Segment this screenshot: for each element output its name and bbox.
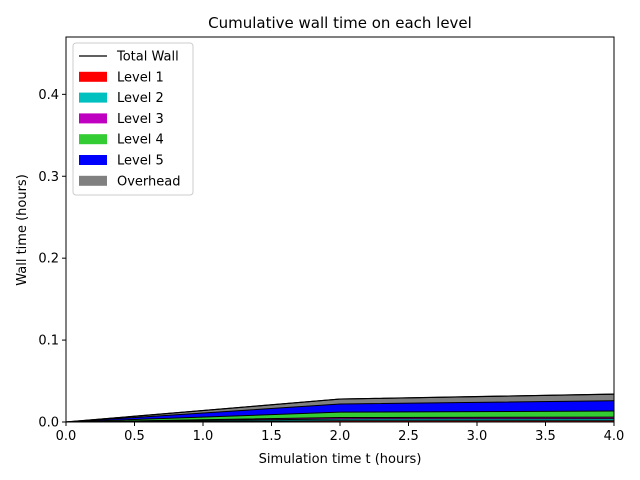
x-tick-label: 2.0 <box>330 429 351 444</box>
legend-swatch-level-3 <box>79 113 107 124</box>
y-axis-label: Wall time (hours) <box>15 174 30 286</box>
legend-label-total-wall: Total Wall <box>116 50 179 65</box>
legend-label-level-5: Level 5 <box>117 154 164 169</box>
boundary-line-level-5 <box>65 400 615 423</box>
y-tick-label: 0.2 <box>38 252 59 267</box>
total-wall-line <box>65 393 615 423</box>
legend-swatch-level-4 <box>79 134 107 145</box>
y-axis-ticks: 0.0 0.1 0.2 0.3 0.4 <box>38 88 66 431</box>
legend-swatch-level-1 <box>79 71 107 82</box>
y-tick-label: 0.3 <box>38 170 59 185</box>
y-tick-label: 0.1 <box>38 334 59 349</box>
y-tick-label: 0.4 <box>38 88 59 103</box>
legend-swatch-level-2 <box>79 92 107 103</box>
legend-label-level-1: Level 1 <box>117 70 164 85</box>
legend-label-level-2: Level 2 <box>117 91 164 106</box>
x-tick-label: 0.0 <box>56 429 77 444</box>
boundary-line-level-4 <box>65 410 615 423</box>
y-tick-label: 0.0 <box>38 416 59 431</box>
legend-label-level-3: Level 3 <box>117 112 164 127</box>
x-tick-label: 3.5 <box>535 429 556 444</box>
x-axis-label: Simulation time t (hours) <box>259 452 422 467</box>
x-tick-label: 4.0 <box>604 429 625 444</box>
x-tick-label: 1.0 <box>193 429 214 444</box>
x-tick-label: 0.5 <box>124 429 145 444</box>
chart-title: Cumulative wall time on each level <box>208 14 472 32</box>
x-tick-label: 2.5 <box>398 429 419 444</box>
area-overhead <box>66 394 614 422</box>
boundary-line-level-3 <box>65 416 615 423</box>
legend-swatch-overhead <box>79 175 107 186</box>
x-tick-label: 3.0 <box>467 429 488 444</box>
legend-swatch-level-5 <box>79 155 107 165</box>
legend-label-overhead: Overhead <box>117 174 181 189</box>
x-tick-label: 1.5 <box>261 429 282 444</box>
legend-label-level-4: Level 4 <box>117 133 164 148</box>
x-axis-ticks: 0.0 0.5 1.0 1.5 2.0 2.5 3.0 3.5 4.0 <box>56 422 625 444</box>
legend: Total Wall Level 1 Level 2 Level 3 Level 4 Le… <box>72 42 194 196</box>
